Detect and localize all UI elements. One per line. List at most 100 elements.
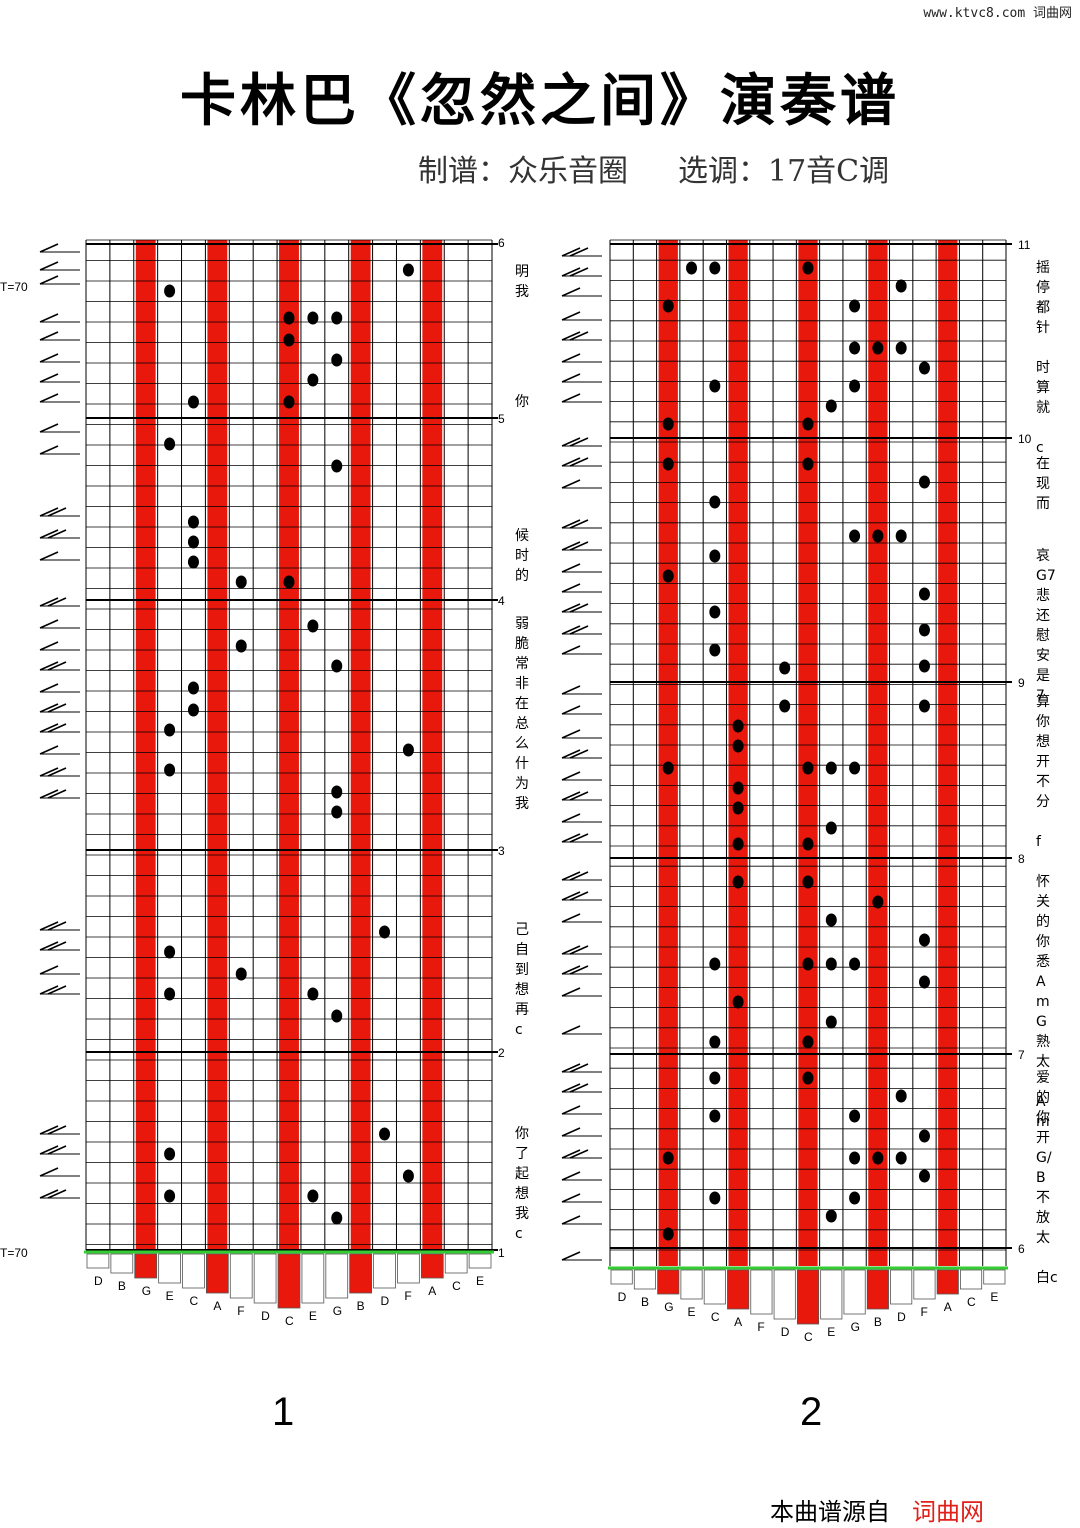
tine-key bbox=[843, 1269, 866, 1315]
note bbox=[732, 875, 744, 889]
note bbox=[825, 399, 837, 413]
rhythm-flag bbox=[39, 985, 59, 995]
measure-number: 9 bbox=[1018, 676, 1025, 690]
note bbox=[849, 379, 861, 393]
note bbox=[732, 995, 744, 1009]
lyrics-column: 爱 的 你 开G/B 不 放 太 白c bbox=[1036, 1070, 1058, 1286]
tine-key bbox=[158, 1253, 181, 1284]
rhythm-flag bbox=[39, 1189, 59, 1199]
rhythm-flag bbox=[569, 1063, 589, 1073]
rhythm-flag bbox=[47, 661, 67, 671]
lyrics-column: 你 了 起 想 我 c bbox=[515, 1126, 529, 1242]
tine-key bbox=[253, 1253, 277, 1304]
rhythm-flag bbox=[569, 749, 589, 759]
note bbox=[164, 437, 176, 451]
tine-label: G bbox=[850, 1320, 860, 1334]
note bbox=[662, 417, 674, 431]
note bbox=[825, 957, 837, 971]
rhythm-flag bbox=[561, 603, 581, 613]
tine-label: A bbox=[734, 1315, 743, 1329]
rhythm-flag bbox=[47, 703, 67, 713]
tine-label: B bbox=[640, 1295, 649, 1309]
rhythm-flag bbox=[561, 1105, 581, 1115]
note bbox=[187, 681, 199, 695]
note bbox=[402, 1169, 414, 1183]
tine-label: C bbox=[967, 1295, 976, 1309]
arranger-credit: 制谱：众乐音圈 bbox=[418, 154, 628, 189]
rhythm-flag bbox=[39, 373, 59, 383]
note bbox=[187, 555, 199, 569]
rhythm-flag bbox=[39, 1125, 59, 1135]
rhythm-flag bbox=[47, 723, 67, 733]
rhythm-flag bbox=[561, 987, 581, 997]
red-tine-column bbox=[350, 240, 371, 1250]
rhythm-flag bbox=[39, 353, 59, 363]
rhythm-flag bbox=[561, 353, 581, 363]
tine-label: E bbox=[308, 1309, 317, 1323]
note bbox=[331, 1211, 343, 1225]
note bbox=[662, 299, 674, 313]
tine-key bbox=[633, 1269, 656, 1290]
note bbox=[164, 723, 176, 737]
lyrics-column: 在 现 而 bbox=[1036, 456, 1050, 512]
note bbox=[283, 395, 295, 409]
note bbox=[802, 875, 814, 889]
note bbox=[709, 1191, 721, 1205]
note bbox=[164, 284, 176, 298]
tine-label: C bbox=[189, 1294, 199, 1308]
tine-key bbox=[349, 1253, 372, 1294]
red-tine-column bbox=[938, 240, 958, 1266]
tine-key bbox=[796, 1269, 820, 1325]
note bbox=[402, 743, 414, 757]
tine-key bbox=[890, 1269, 913, 1305]
note bbox=[872, 1151, 884, 1165]
note bbox=[802, 261, 814, 275]
tine-label: E bbox=[476, 1274, 485, 1288]
tine-label: F bbox=[757, 1320, 765, 1334]
tine-label: A bbox=[428, 1284, 437, 1298]
rhythm-flag bbox=[561, 1025, 581, 1035]
note bbox=[732, 781, 744, 795]
tine-key bbox=[420, 1253, 444, 1279]
measure-number: 7 bbox=[1018, 1048, 1025, 1062]
tine-key bbox=[750, 1269, 773, 1315]
rhythm-flag bbox=[561, 965, 581, 975]
rhythm-flag bbox=[569, 247, 589, 257]
tine-label: F bbox=[920, 1305, 928, 1319]
rhythm-flag bbox=[561, 1083, 581, 1093]
rhythm-flag bbox=[569, 833, 589, 843]
red-tine-column bbox=[868, 240, 888, 1266]
red-tine-column bbox=[207, 240, 228, 1250]
rhythm-flag bbox=[47, 529, 67, 539]
note bbox=[849, 1191, 861, 1205]
rhythm-flag bbox=[39, 1167, 59, 1177]
note bbox=[918, 699, 930, 713]
note bbox=[164, 1147, 176, 1161]
note bbox=[849, 341, 861, 355]
rhythm-flag bbox=[561, 625, 581, 635]
rhythm-flag bbox=[569, 267, 589, 277]
tine-key bbox=[983, 1269, 1006, 1285]
note bbox=[872, 895, 884, 909]
lyrics-column: 哀G7 悲 还 慰 安 是 7 bbox=[1036, 548, 1056, 704]
note bbox=[802, 417, 814, 431]
rhythm-flag bbox=[39, 393, 59, 403]
note bbox=[164, 945, 176, 959]
note bbox=[918, 587, 930, 601]
note bbox=[709, 1035, 721, 1049]
tine-label: E bbox=[827, 1325, 836, 1339]
rhythm-flag bbox=[561, 685, 581, 695]
rhythm-flag bbox=[569, 457, 589, 467]
note bbox=[709, 379, 721, 393]
measure-number: 6 bbox=[498, 236, 505, 250]
rhythm-flag bbox=[561, 729, 581, 739]
score-panel-2: 11 10 9 8 7 6 摇 停 都 针 时 算 就 c 在 现 而 哀G7 … bbox=[548, 236, 1080, 1436]
tine-key bbox=[277, 1253, 301, 1309]
rhythm-flag bbox=[39, 661, 59, 671]
rhythm-flag bbox=[561, 1127, 581, 1137]
measure-number: 2 bbox=[498, 1046, 505, 1060]
rhythm-flag bbox=[47, 921, 67, 931]
rhythm-flag bbox=[39, 767, 59, 777]
note bbox=[331, 785, 343, 799]
note bbox=[402, 263, 414, 277]
